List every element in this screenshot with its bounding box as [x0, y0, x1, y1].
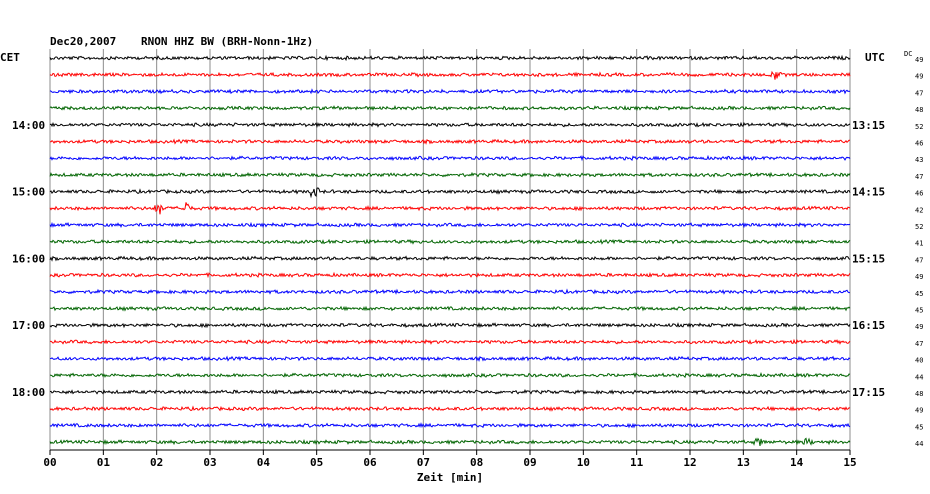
seismic-trace — [49, 255, 851, 262]
dc-value-label: 47 — [915, 256, 923, 264]
seismic-trace — [49, 70, 851, 80]
x-tick-label: 08 — [470, 456, 483, 469]
dc-value-label: 49 — [915, 323, 923, 331]
x-tick-label: 00 — [43, 456, 56, 469]
dc-value-label: 44 — [915, 373, 923, 381]
seismic-trace — [49, 138, 851, 145]
right-hour-label: 17:15 — [852, 386, 885, 399]
dc-value-label: 48 — [915, 106, 923, 114]
x-axis-title: Zeit [min] — [417, 471, 483, 484]
seismic-trace — [49, 221, 851, 229]
seismic-trace — [49, 405, 851, 412]
trace-group — [49, 54, 851, 447]
x-tick-label: 12 — [683, 456, 696, 469]
seismic-trace — [49, 437, 851, 447]
x-tick-label: 15 — [843, 456, 856, 469]
seismic-trace — [49, 88, 851, 95]
left-hour-label: 17:00 — [12, 319, 45, 332]
seismic-trace — [49, 154, 851, 162]
seismic-trace — [49, 171, 851, 178]
plot-grid — [49, 49, 851, 455]
label-group: 00 01 02 03 04 05 06 07 08 09 10 11 12 13 14 15 49 49 47 48… — [12, 56, 923, 469]
x-tick-label: 04 — [257, 456, 271, 469]
left-hour-label: 15:00 — [12, 186, 45, 199]
seismic-trace — [49, 187, 851, 199]
right-hour-label: 14:15 — [852, 186, 885, 199]
seismic-trace — [49, 238, 851, 245]
x-tick-label: 13 — [737, 456, 750, 469]
dc-value-label: 40 — [915, 357, 923, 365]
dc-value-label: 52 — [915, 223, 923, 231]
dc-value-label: 46 — [915, 140, 923, 148]
seismic-trace — [49, 202, 851, 215]
dc-value-label: 45 — [915, 307, 923, 315]
dc-value-label: 44 — [915, 440, 923, 448]
dc-value-label: 46 — [915, 190, 923, 198]
dc-value-label: 49 — [915, 273, 923, 281]
dc-value-label: 47 — [915, 340, 923, 348]
dc-value-label: 52 — [915, 123, 923, 131]
dc-header-label: DC — [904, 50, 912, 58]
left-hour-label: 16:00 — [12, 252, 45, 265]
seismic-trace — [49, 54, 851, 62]
right-hour-label: 16:15 — [852, 319, 885, 332]
left-timezone-label: CET — [0, 51, 20, 64]
seismic-trace — [49, 271, 851, 279]
seismic-trace — [49, 371, 851, 379]
x-tick-label: 09 — [523, 456, 536, 469]
seismic-trace — [49, 388, 851, 396]
x-tick-label: 01 — [97, 456, 111, 469]
x-tick-label: 11 — [630, 456, 644, 469]
x-tick-label: 10 — [577, 456, 590, 469]
seismic-trace — [49, 338, 851, 346]
seismic-trace — [49, 121, 851, 129]
x-tick-label: 14 — [790, 456, 804, 469]
chart-date: Dec20,2007 — [50, 35, 116, 48]
x-tick-label: 07 — [417, 456, 430, 469]
dc-value-label: 45 — [915, 290, 923, 298]
chart-station: RNON HHZ BW (BRH-Nonn-1Hz) — [141, 35, 313, 48]
dc-value-label: 41 — [915, 240, 923, 248]
dc-value-label: 49 — [915, 56, 923, 64]
seismic-trace — [49, 305, 851, 312]
dc-value-label: 42 — [915, 206, 923, 214]
x-tick-label: 02 — [150, 456, 163, 469]
dc-value-label: 48 — [915, 390, 923, 398]
dc-value-label: 45 — [915, 423, 923, 431]
dc-value-label: 43 — [915, 156, 923, 164]
dc-value-label: 47 — [915, 89, 923, 97]
left-hour-label: 14:00 — [12, 119, 45, 132]
dc-value-label: 49 — [915, 73, 923, 81]
x-tick-label: 03 — [203, 456, 216, 469]
x-tick-label: 06 — [363, 456, 377, 469]
right-hour-label: 15:15 — [852, 252, 885, 265]
x-tick-label: 05 — [310, 456, 323, 469]
dc-value-label: 47 — [915, 173, 923, 181]
right-timezone-label: UTC — [865, 51, 885, 64]
dc-value-label: 49 — [915, 407, 923, 415]
seismic-trace — [49, 322, 851, 329]
seismic-trace — [49, 288, 851, 295]
seismic-trace — [49, 104, 851, 112]
seismic-trace — [49, 422, 851, 429]
left-hour-label: 18:00 — [12, 386, 45, 399]
seismic-trace — [49, 355, 851, 362]
right-hour-label: 13:15 — [852, 119, 885, 132]
